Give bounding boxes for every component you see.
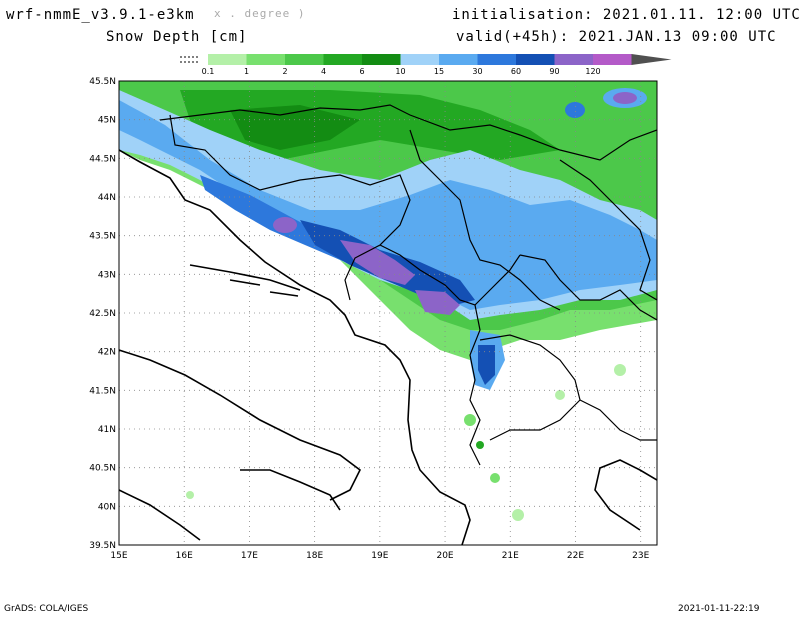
color-legend: 0.1 1 2 4 6 10 15 30 60 90 120 (180, 54, 672, 76)
lon-tick-label: 21E (502, 551, 519, 561)
lat-tick-label: 41.5N (89, 386, 116, 396)
legend-label: 30 (472, 67, 482, 76)
legend-label: 1 (244, 67, 249, 76)
legend-swatch (362, 54, 401, 65)
lon-tick-label: 15E (110, 551, 127, 561)
footer-credit: GrADS: COLA/IGES (4, 604, 89, 614)
lat-tick-label: 40.5N (89, 464, 116, 474)
snow-field (119, 81, 657, 545)
lat-tick-label: 40N (98, 502, 116, 512)
field-title: Snow Depth [cm] (106, 29, 248, 45)
footer-timestamp: 2021-01-11-22:19 (678, 604, 760, 614)
lat-tick-label: 43.5N (89, 232, 116, 242)
legend-label: 4 (321, 67, 326, 76)
lat-tick-label: 45.5N (89, 77, 116, 87)
lon-tick-label: 17E (241, 551, 258, 561)
lat-tick-label: 43N (98, 270, 116, 280)
map-frame (118, 80, 658, 546)
legend-swatch (516, 54, 555, 65)
lon-tick-label: 19E (371, 551, 388, 561)
lat-tick-label: 44.5N (89, 154, 116, 164)
lon-tick-label: 22E (567, 551, 584, 561)
lon-tick-label: 23E (632, 551, 649, 561)
legend-swatch (246, 54, 285, 65)
legend-label: 90 (549, 67, 559, 76)
lon-tick-label: 20E (436, 551, 453, 561)
legend-lowend (180, 56, 200, 63)
legend-label: 6 (359, 67, 364, 76)
lon-tick-label: 18E (306, 551, 323, 561)
legend-swatch (477, 54, 516, 65)
legend-label: 60 (511, 67, 521, 76)
legend-label: 10 (395, 67, 405, 76)
lat-tick-label: 39.5N (89, 541, 116, 551)
legend-swatch (400, 54, 439, 65)
legend-swatch (554, 54, 593, 65)
legend-swatch (323, 54, 362, 65)
lon-tick-label: 16E (176, 551, 193, 561)
legend-arrow (631, 54, 672, 65)
legend-swatch (285, 54, 324, 65)
legend-label: 120 (585, 67, 600, 76)
latitude-labels: 45.5N 45N 44.5N 44N 43.5N 43N 42.5N 42N 41.5N 41N… (89, 77, 116, 551)
lat-tick-label: 44N (98, 193, 116, 203)
legend-swatch (593, 54, 632, 65)
legend-swatch (439, 54, 478, 65)
model-title: wrf-nmmE_v3.9.1-e3km (6, 7, 195, 23)
coastlines (119, 149, 657, 545)
legend-label: 0.1 (202, 67, 215, 76)
legend-swatch (208, 54, 247, 65)
legend-label: 15 (434, 67, 444, 76)
longitude-labels: 15E 16E 17E 18E 19E 20E 21E 22E 23E (110, 551, 649, 561)
valid-time: valid(+45h): 2021.JAN.13 09:00 UTC (456, 29, 777, 45)
projection-note: x . degree ) (214, 7, 306, 20)
lat-tick-label: 41N (98, 425, 116, 435)
lat-tick-label: 42N (98, 348, 116, 358)
country-borders (159, 104, 657, 466)
init-time: initialisation: 2021.01.11. 12:00 UTC (452, 7, 800, 23)
legend-label: 2 (282, 67, 287, 76)
lat-tick-label: 45N (98, 116, 116, 126)
lat-tick-label: 42.5N (89, 309, 116, 319)
